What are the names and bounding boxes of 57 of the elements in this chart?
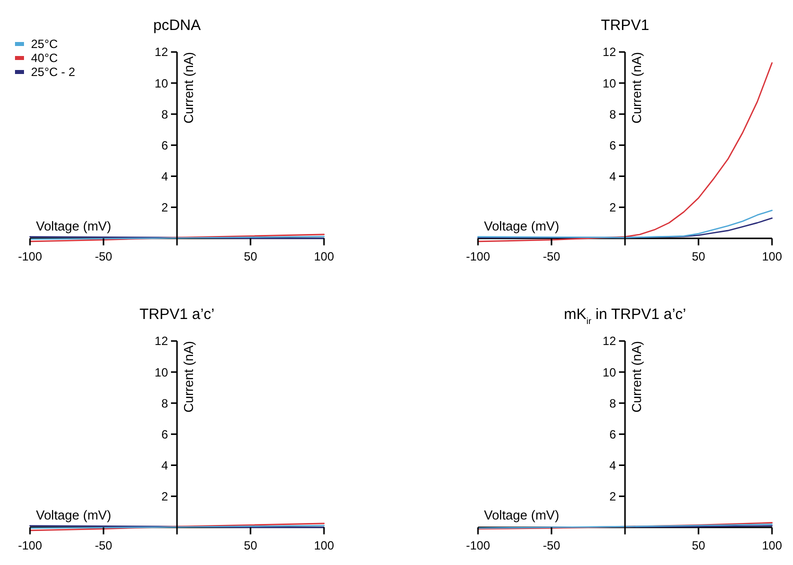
- y-tick-label: 2: [161, 489, 168, 504]
- y-tick-label: 12: [602, 45, 616, 60]
- x-tick-label: -100: [18, 249, 42, 264]
- y-axis-title: Current (nA): [629, 341, 644, 413]
- x-tick-label: 50: [692, 249, 706, 264]
- y-tick-label: 2: [609, 200, 616, 214]
- x-tick-label: -50: [94, 249, 112, 264]
- x-tick-label: -50: [542, 249, 560, 264]
- y-tick-label: 12: [154, 334, 168, 348]
- x-tick-label: 100: [762, 538, 782, 552]
- line-series: [29, 234, 325, 242]
- y-tick-label: 12: [602, 334, 616, 348]
- y-tick-label: 12: [154, 45, 168, 60]
- y-tick-label: 4: [609, 458, 616, 472]
- y-tick-label: 6: [161, 427, 168, 442]
- y-tick-label: 10: [154, 365, 168, 380]
- y-tick-label: 8: [609, 107, 616, 122]
- x-tick-label: 50: [244, 538, 258, 552]
- y-tick-label: 2: [609, 489, 616, 504]
- x-axis-title: Voltage (mV): [36, 507, 112, 522]
- chart-title: mK$_{ir}$ in TRPV1 a’c’: [564, 306, 686, 326]
- y-tick-label: 10: [154, 76, 168, 90]
- chart-title: TRPV1: [600, 17, 650, 34]
- chart-title: TRPV1 a’c’: [139, 306, 215, 323]
- line-series: [29, 522, 325, 532]
- x-tick-label: -50: [542, 538, 560, 552]
- y-tick-label: 4: [161, 458, 168, 472]
- y-tick-label: 10: [602, 76, 616, 90]
- x-axis-title: Voltage (mV): [484, 218, 560, 234]
- y-axis-title: Current (nA): [181, 341, 196, 413]
- x-tick-label: 100: [762, 249, 782, 264]
- x-axis-title: Voltage (mV): [36, 218, 112, 234]
- x-tick-label: 100: [314, 249, 334, 264]
- y-tick-label: 6: [609, 427, 616, 442]
- x-tick-label: -100: [466, 249, 490, 264]
- y-axis-title: Current (nA): [181, 52, 196, 124]
- y-tick-label: 6: [609, 138, 616, 152]
- x-axis-title: Voltage (mV): [484, 507, 560, 522]
- legend-label: 25°C - 2: [31, 65, 76, 80]
- chart-title: pcDNA: [153, 17, 201, 34]
- x-tick-label: 50: [692, 538, 706, 552]
- y-tick-label: 8: [161, 107, 168, 122]
- x-tick-label: -50: [94, 538, 112, 552]
- y-tick-label: 4: [609, 169, 616, 184]
- x-tick-label: -100: [18, 538, 42, 552]
- y-tick-label: 8: [609, 396, 616, 410]
- x-tick-label: -100: [466, 538, 490, 552]
- x-tick-label: 100: [314, 538, 334, 552]
- y-tick-label: 6: [161, 138, 168, 152]
- y-tick-label: 10: [602, 365, 616, 380]
- legend-label: 25°C: [31, 37, 58, 52]
- legend-label: 40°C: [31, 51, 58, 66]
- y-tick-label: 8: [161, 396, 168, 410]
- x-tick-label: 50: [244, 249, 258, 264]
- y-axis-title: Current (nA): [629, 52, 644, 124]
- y-tick-label: 2: [161, 200, 168, 214]
- y-tick-label: 4: [161, 169, 168, 184]
